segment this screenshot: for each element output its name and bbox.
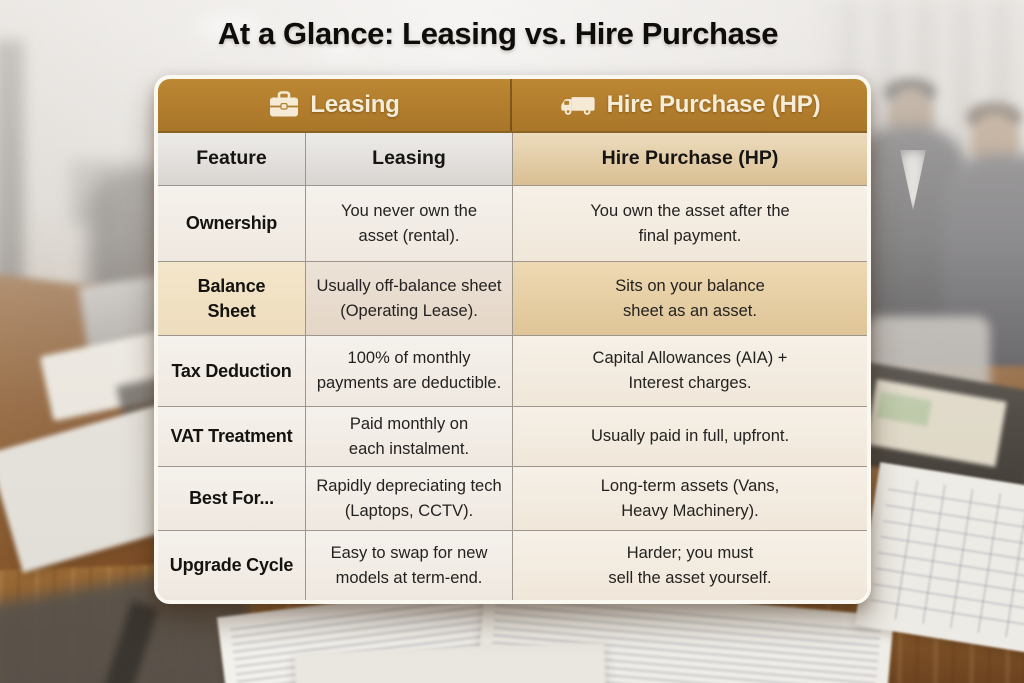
hp-cell: Usually paid in full, upfront. <box>513 407 867 466</box>
feature-cell: Best For... <box>158 467 305 530</box>
leasing-cell: Easy to swap for new models at term-end. <box>306 531 512 600</box>
leasing-cell: Usually off-balance sheet (Operating Lea… <box>306 262 512 335</box>
hp-cell: Sits on your balance sheet as an asset. <box>513 262 867 335</box>
feature-cell: Ownership <box>158 186 305 261</box>
hp-cell: You own the asset after the final paymen… <box>513 186 867 261</box>
header-label-leasing: Leasing <box>310 91 400 118</box>
column-header-feature: Feature <box>158 133 305 185</box>
hp-cell: Long-term assets (Vans, Heavy Machinery)… <box>513 467 867 530</box>
header-label-hire-purchase: Hire Purchase (HP) <box>606 91 821 118</box>
leasing-cell: You never own the asset (rental). <box>306 186 512 261</box>
van-icon <box>560 97 595 115</box>
header-cell-hire-purchase: Hire Purchase (HP) <box>512 79 867 131</box>
page-title: At a Glance: Leasing vs. Hire Purchase <box>217 16 779 51</box>
feature-cell: Balance Sheet <box>158 262 305 335</box>
column-header-hp: Hire Purchase (HP) <box>513 133 867 185</box>
hp-cell: Capital Allowances (AIA) + Interest char… <box>513 336 867 406</box>
table-body: Feature Leasing Hire Purchase (HP) Owner… <box>158 133 867 600</box>
briefcase-icon <box>270 91 299 117</box>
leasing-cell: Paid monthly on each instalment. <box>306 407 512 466</box>
feature-cell: Upgrade Cycle <box>158 531 305 600</box>
feature-cell: VAT Treatment <box>158 407 305 466</box>
column-header-leasing: Leasing <box>306 133 512 185</box>
leasing-cell: 100% of monthly payments are deductible. <box>306 336 512 406</box>
leasing-cell: Rapidly depreciating tech (Laptops, CCTV… <box>306 467 512 530</box>
hp-cell: Harder; you must sell the asset yourself… <box>513 531 867 600</box>
table-header-row: Leasing Hire Purchase (HP) <box>158 79 867 133</box>
feature-cell: Tax Deduction <box>158 336 305 406</box>
comparison-table: Leasing Hire Purchase (HP) Feature Leasi… <box>154 75 871 604</box>
header-cell-leasing: Leasing <box>158 79 512 131</box>
